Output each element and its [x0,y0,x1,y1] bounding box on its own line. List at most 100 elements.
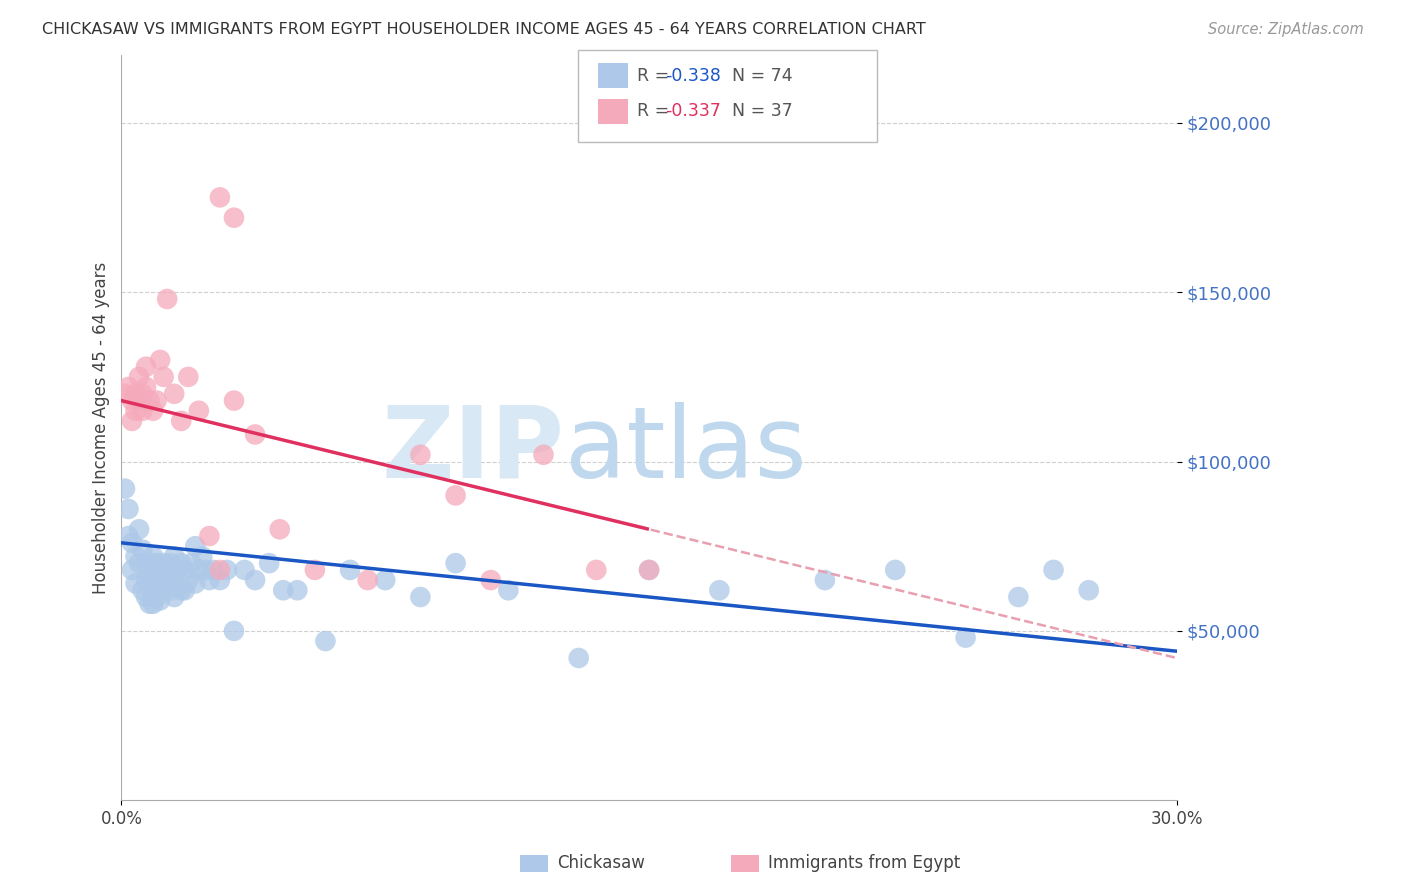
Point [138,393,160,408]
Point [124,403,146,417]
Text: N = 74: N = 74 [721,67,793,85]
Point [884,563,907,577]
Text: Chickasaw: Chickasaw [557,855,645,872]
Point [314,634,336,648]
Point [257,556,280,570]
Point [1042,563,1064,577]
Point [142,583,165,598]
Point [638,563,661,577]
Point [142,403,165,417]
Point [166,563,188,577]
Point [208,563,231,577]
Point [170,556,193,570]
Point [166,580,188,594]
Point [215,563,238,577]
Point [201,563,224,577]
Point [156,563,179,577]
Point [374,573,396,587]
Point [149,593,172,607]
Point [222,393,245,408]
Point [638,563,661,577]
Point [444,556,467,570]
Point [177,573,200,587]
Point [121,563,143,577]
Point [177,370,200,384]
Point [114,386,136,401]
Point [191,549,214,564]
Point [135,380,157,394]
Point [145,573,167,587]
Point [173,563,195,577]
Text: atlas: atlas [565,401,806,499]
Point [198,529,221,543]
Point [173,583,195,598]
Point [159,583,181,598]
Point [222,211,245,225]
Point [170,414,193,428]
Point [243,573,266,587]
Point [955,631,977,645]
Point [149,353,172,368]
Point [135,573,157,587]
Point [121,414,143,428]
Point [131,403,153,417]
Point [187,403,209,417]
Point [1077,583,1099,598]
Point [1007,590,1029,604]
Point [152,556,174,570]
Point [271,583,294,598]
Point [152,576,174,591]
Point [187,563,209,577]
Point [163,590,186,604]
Point [163,573,186,587]
Point [163,549,186,564]
Point [208,190,231,204]
Point [117,529,139,543]
Point [533,448,555,462]
Text: Source: ZipAtlas.com: Source: ZipAtlas.com [1208,22,1364,37]
Point [159,556,181,570]
Text: Immigrants from Egypt: Immigrants from Egypt [768,855,960,872]
Point [142,549,165,564]
Point [194,563,217,577]
Point [138,597,160,611]
Point [138,556,160,570]
Point [479,573,502,587]
Point [121,536,143,550]
Point [128,370,150,384]
Text: R =: R = [637,67,675,85]
Point [131,386,153,401]
Text: -0.337: -0.337 [665,103,721,120]
Point [243,427,266,442]
Point [135,359,157,374]
Point [145,590,167,604]
Point [180,556,202,570]
Point [145,393,167,408]
Point [117,502,139,516]
Point [208,573,231,587]
Point [135,556,157,570]
Text: R =: R = [637,103,675,120]
Point [269,522,291,536]
Point [142,570,165,584]
Point [117,380,139,394]
Text: N = 37: N = 37 [721,103,793,120]
Point [114,482,136,496]
Point [304,563,326,577]
Text: -0.338: -0.338 [665,67,721,85]
Point [121,393,143,408]
Point [184,576,207,591]
Point [128,556,150,570]
Text: CHICKASAW VS IMMIGRANTS FROM EGYPT HOUSEHOLDER INCOME AGES 45 - 64 YEARS CORRELA: CHICKASAW VS IMMIGRANTS FROM EGYPT HOUSE… [42,22,927,37]
Point [222,624,245,638]
Point [233,563,256,577]
Text: ZIP: ZIP [382,401,565,499]
Point [128,522,150,536]
Point [124,386,146,401]
Point [142,597,165,611]
Point [285,583,308,598]
Point [409,590,432,604]
Point [138,573,160,587]
Point [145,556,167,570]
Point [163,386,186,401]
